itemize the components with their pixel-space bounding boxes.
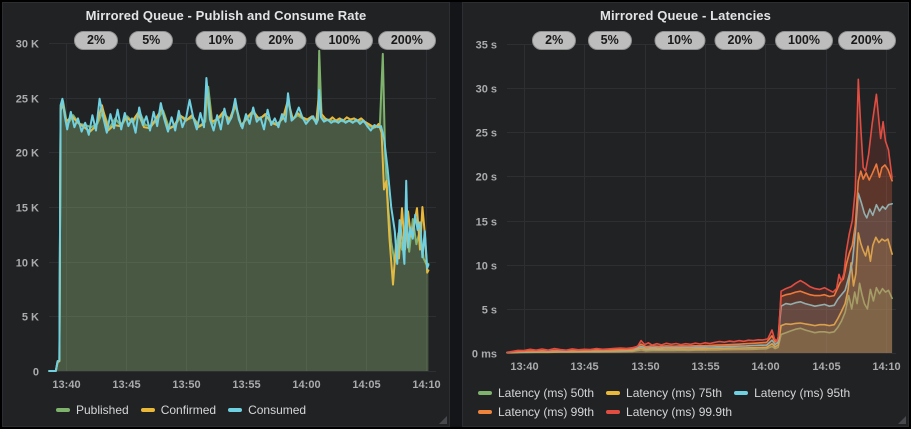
svg-text:13:45: 13:45	[112, 379, 140, 391]
legend-item-consumed[interactable]: Consumed	[228, 402, 306, 417]
series-latency-ms-50th	[506, 282, 893, 354]
svg-text:14:00: 14:00	[751, 361, 779, 373]
grid	[49, 43, 436, 372]
svg-text:15 s: 15 s	[476, 217, 497, 229]
chart-canvas: 05 K10 K15 K20 K25 K30 K13:40 13:45 13:50 1…	[16, 39, 441, 392]
annotation-badge-100pct[interactable]: 100%	[775, 31, 834, 50]
legend-item-latency-ms-99th[interactable]: Latency (ms) 99th	[478, 404, 594, 419]
annotation-badge-2pct[interactable]: 2%	[532, 31, 577, 50]
series-latency-ms-95th	[506, 192, 893, 354]
chart-canvas: 0 ms5 s10 s15 s20 s25 s30 s35 s13:40 13:4…	[472, 40, 901, 374]
svg-text:0 ms: 0 ms	[472, 349, 497, 361]
svg-text:20 s: 20 s	[476, 172, 497, 184]
legend-item-latency-ms-95th[interactable]: Latency (ms) 95th	[734, 385, 850, 400]
x-axis-labels: 13:40 13:45 13:50 13:55 14:00 14:05 14:10	[52, 379, 440, 391]
svg-text:14:00: 14:00	[292, 379, 320, 391]
series-latency-ms-75th	[506, 232, 893, 354]
panel-title[interactable]: Mirrored Queue - Latencies	[600, 8, 771, 23]
svg-text:15 K: 15 K	[16, 203, 39, 215]
legend-item-confirmed[interactable]: Confirmed	[140, 402, 217, 417]
legend-swatch	[478, 409, 492, 414]
series-line	[506, 192, 893, 354]
series-line	[48, 77, 430, 372]
panel-title[interactable]: Mirrored Queue - Publish and Consume Rat…	[85, 8, 367, 23]
svg-text:5 K: 5 K	[22, 312, 39, 324]
legend-swatch	[478, 390, 492, 395]
legend-item-latency-ms-75th[interactable]: Latency (ms) 75th	[606, 385, 722, 400]
annotation-badge-10pct[interactable]: 10%	[654, 31, 706, 50]
svg-text:14:05: 14:05	[812, 361, 840, 373]
annotation-badge-5pct[interactable]: 5%	[587, 31, 632, 50]
annotation-badge-5pct[interactable]: 5%	[129, 31, 174, 50]
legend-label: Published	[76, 402, 129, 417]
legend-swatch	[606, 390, 621, 395]
series-area	[507, 283, 893, 353]
legend-label: Latency (ms) 50th	[498, 385, 595, 400]
svg-text:13:55: 13:55	[232, 379, 260, 391]
series-area	[49, 50, 429, 371]
svg-text:25 s: 25 s	[476, 128, 497, 140]
series-area	[49, 78, 429, 371]
series-line	[506, 232, 893, 354]
legend-item-published[interactable]: Published	[56, 402, 129, 417]
svg-text:13:50: 13:50	[172, 379, 200, 391]
svg-text:0: 0	[33, 367, 39, 379]
series-consumed	[48, 77, 430, 372]
annotation-badge-20pct[interactable]: 20%	[714, 31, 766, 50]
annotation-badge-100pct[interactable]: 100%	[315, 31, 374, 50]
svg-text:13:50: 13:50	[631, 361, 659, 373]
svg-text:14:10: 14:10	[872, 361, 900, 373]
svg-text:30 K: 30 K	[16, 39, 39, 51]
svg-text:30 s: 30 s	[476, 84, 497, 96]
legend-swatch	[734, 390, 749, 395]
legend-swatch	[56, 407, 70, 412]
svg-text:14:10: 14:10	[412, 379, 440, 391]
panel-latencies: 0 ms 5 s 10 s 15 s 20 s 25 s 30 s 35 s 13:40 13:4…	[462, 2, 909, 427]
series-line	[506, 78, 893, 354]
legend-label: Latency (ms) 99.9th	[626, 404, 733, 419]
legend-label: Latency (ms) 75th	[626, 385, 723, 400]
svg-text:13:40: 13:40	[52, 379, 80, 391]
legend-item-latency-ms-99-9th[interactable]: Latency (ms) 99.9th	[606, 404, 732, 419]
annotation-badge-10pct[interactable]: 10%	[195, 31, 247, 50]
legend-swatch	[606, 409, 621, 414]
svg-text:5 s: 5 s	[482, 305, 497, 317]
legend: Published Confirmed Consumed	[56, 402, 441, 421]
svg-text:20 K: 20 K	[16, 148, 39, 160]
panel-resize-handle[interactable]	[898, 416, 906, 424]
annotation-badge-2pct[interactable]: 2%	[73, 31, 119, 50]
legend-label: Latency (ms) 99th	[498, 404, 595, 419]
series-line	[506, 282, 893, 354]
svg-text:13:55: 13:55	[691, 361, 719, 373]
legend-swatch	[140, 407, 155, 412]
series-area	[507, 232, 893, 353]
series-area	[507, 193, 893, 353]
svg-text:25 K: 25 K	[16, 94, 39, 106]
svg-text:13:45: 13:45	[570, 361, 598, 373]
legend: Latency (ms) 50th Latency (ms) 75th Latenc…	[478, 385, 900, 423]
svg-text:13:40: 13:40	[510, 361, 538, 373]
series-latency-ms-99-9th	[506, 78, 893, 354]
annotation-badge-200pct[interactable]: 200%	[377, 31, 436, 50]
annotation-badge-20pct[interactable]: 20%	[255, 31, 307, 50]
annotation-badge-200pct[interactable]: 200%	[837, 31, 896, 50]
legend-label: Latency (ms) 95th	[754, 385, 851, 400]
legend-swatch	[228, 407, 243, 412]
svg-text:10 K: 10 K	[16, 258, 39, 270]
panel-resize-handle[interactable]	[439, 416, 447, 424]
svg-text:35 s: 35 s	[476, 40, 497, 52]
svg-text:14:05: 14:05	[352, 379, 380, 391]
series-area	[507, 164, 893, 353]
x-axis-labels: 13:40 13:45 13:50 13:55 14:00 14:05 14:10	[510, 361, 900, 373]
svg-text:10 s: 10 s	[476, 261, 497, 273]
series-area	[507, 79, 893, 354]
legend-label: Consumed	[248, 402, 307, 417]
legend-label: Confirmed	[160, 402, 217, 417]
legend-item-latency-ms-50th[interactable]: Latency (ms) 50th	[478, 385, 594, 400]
y-axis-labels: 0 ms 5 s 10 s 15 s 20 s 25 s 30 s 35 s	[472, 40, 497, 361]
series-area	[49, 87, 429, 372]
y-axis-labels: 0 5 K 10 K 15 K 20 K 25 K 30 K	[16, 39, 39, 379]
